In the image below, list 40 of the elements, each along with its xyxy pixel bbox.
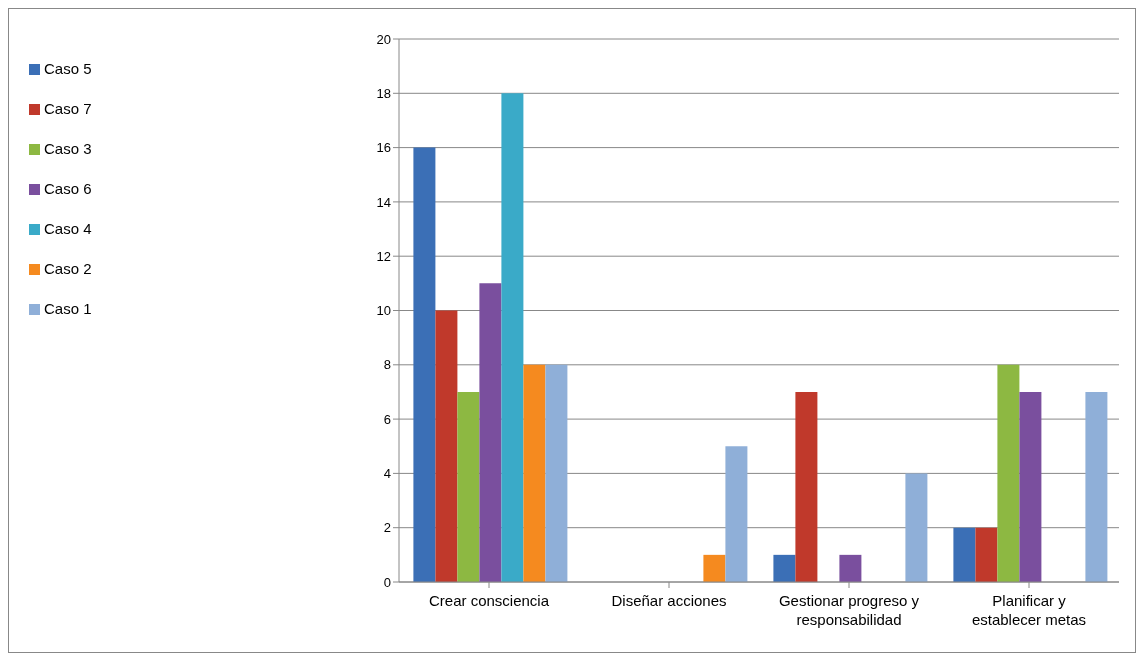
y-tick-label: 16 [376,140,391,156]
bar [1085,391,1108,582]
bar [435,310,458,582]
bar [997,364,1020,582]
y-tick-label: 4 [383,466,391,482]
bar [479,283,502,582]
y-tick-label: 12 [376,248,391,264]
bar [773,554,796,582]
y-tick-label: 20 [376,31,391,47]
bar [975,527,998,582]
x-tick-label: Diseñar acciones [611,592,727,609]
y-tick-label: 18 [376,85,391,101]
bar [839,554,862,582]
bar [795,391,818,582]
legend-label: Caso 7 [44,100,92,117]
y-tick-label: 6 [383,411,391,427]
x-tick-label: Planificar y establecer metas [971,592,1087,628]
legend-label: Caso 4 [44,220,92,237]
legend-label: Caso 5 [44,60,92,77]
y-tick-label: 2 [383,520,391,536]
y-tick-label: 8 [383,357,391,373]
bar [725,446,748,582]
y-tick-label: 0 [383,574,391,590]
bar [501,93,524,582]
legend-label: Caso 1 [44,300,92,317]
bar [545,364,568,582]
x-tick-label: Crear consciencia [428,592,550,609]
y-tick-label: 10 [376,303,391,319]
legend-label: Caso 2 [44,260,92,277]
bar [953,527,976,582]
bar [905,473,928,582]
bar [457,391,480,582]
y-tick-label: 14 [376,194,391,210]
bar [703,554,726,582]
bar [413,147,436,582]
bar [523,364,546,582]
x-tick-label: Gestionar progreso y responsabilidad [778,592,920,628]
bar [1019,391,1042,582]
legend-label: Caso 6 [44,180,92,197]
legend-label: Caso 3 [44,140,92,157]
